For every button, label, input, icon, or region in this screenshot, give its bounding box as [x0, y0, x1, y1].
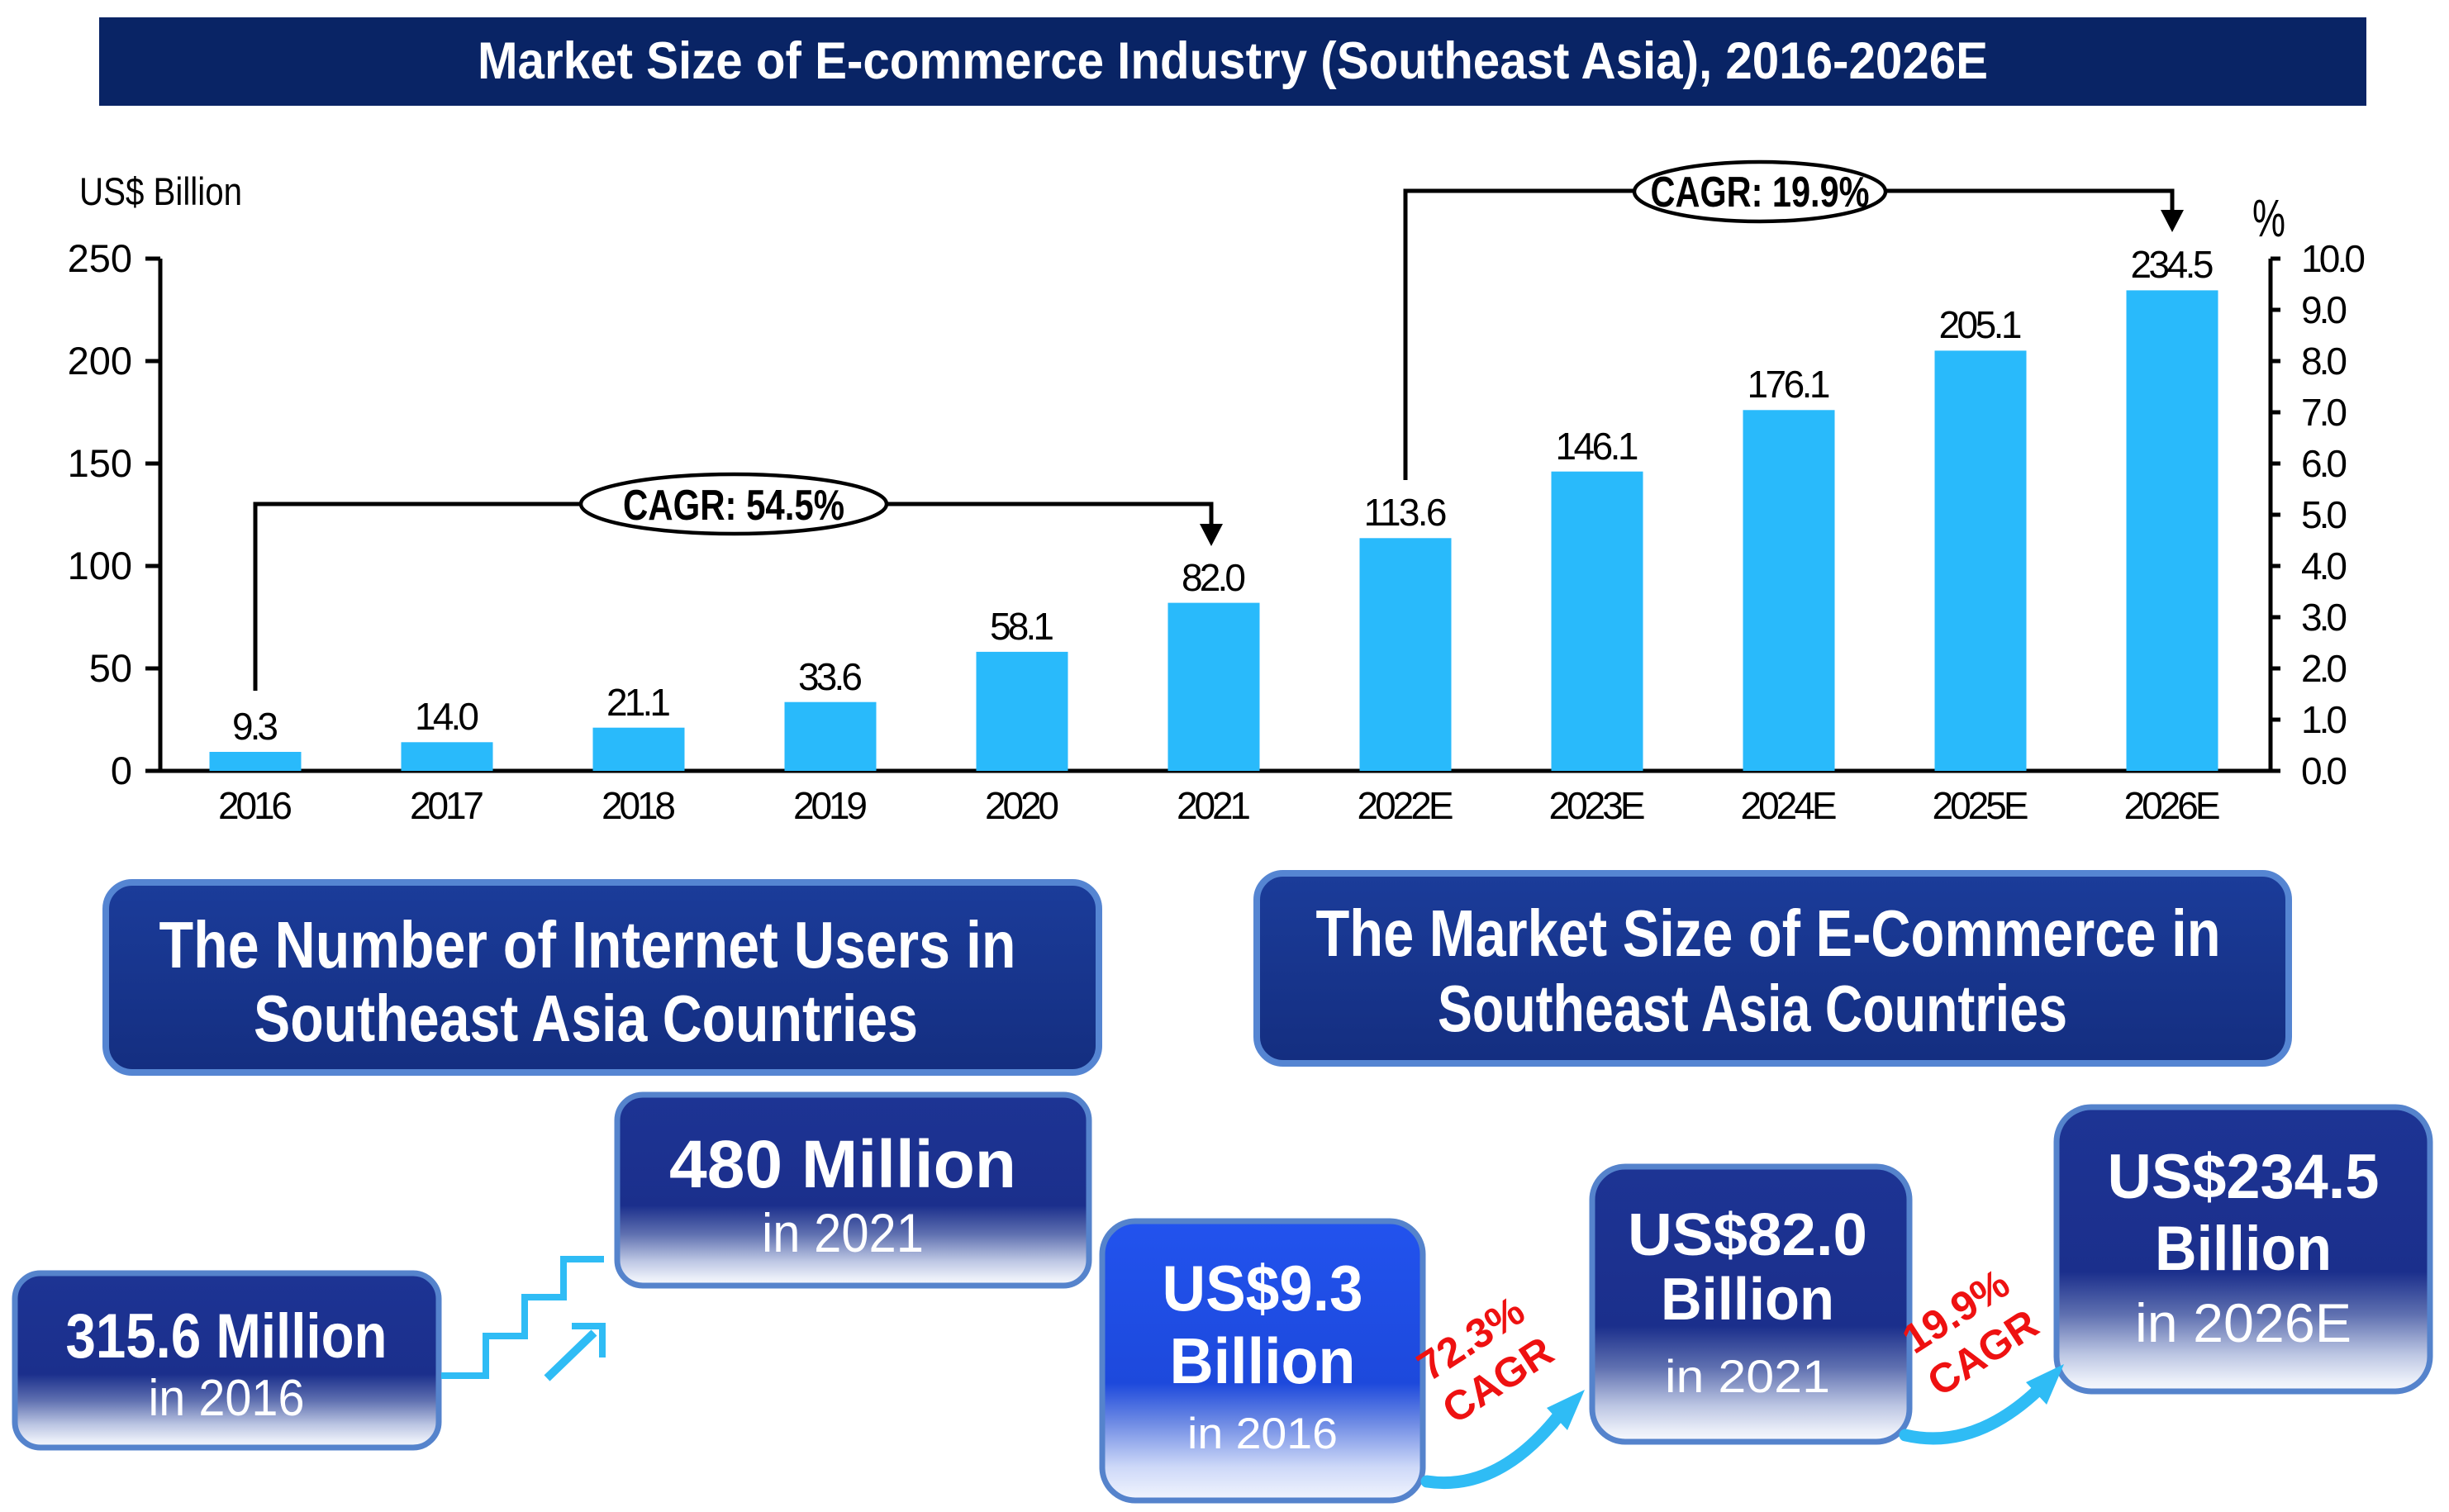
svg-text:3.0: 3.0 — [2301, 596, 2347, 639]
svg-text:250: 250 — [68, 236, 132, 280]
svg-text:Southeast Asia Countries: Southeast Asia Countries — [254, 982, 918, 1055]
svg-text:33.6: 33.6 — [798, 655, 863, 698]
svg-text:234.5: 234.5 — [2131, 243, 2214, 286]
svg-text:480 Million: 480 Million — [669, 1127, 1016, 1202]
svg-text:Market Size of E-commerce Indu: Market Size of E-commerce Industry (Sout… — [478, 32, 1988, 90]
svg-text:Billion: Billion — [1170, 1324, 1356, 1397]
svg-text:US$82.0: US$82.0 — [1628, 1202, 1867, 1268]
svg-text:in 2021: in 2021 — [1665, 1350, 1830, 1402]
svg-text:50: 50 — [89, 646, 132, 690]
svg-text:2018: 2018 — [602, 784, 676, 827]
svg-text:2023E: 2023E — [1549, 784, 1646, 827]
svg-text:6.0: 6.0 — [2301, 442, 2347, 485]
svg-text:2019: 2019 — [793, 784, 868, 827]
svg-text:CAGR: 54.5%: CAGR: 54.5% — [623, 482, 844, 530]
svg-text:Billion: Billion — [1661, 1267, 1834, 1333]
svg-text:4.0: 4.0 — [2301, 544, 2347, 587]
svg-text:5.0: 5.0 — [2301, 493, 2347, 536]
svg-text:100: 100 — [68, 544, 132, 587]
svg-text:9.3: 9.3 — [232, 705, 278, 748]
svg-text:8.0: 8.0 — [2301, 340, 2347, 383]
svg-text:82.0: 82.0 — [1182, 556, 1246, 599]
svg-text:9.0: 9.0 — [2301, 288, 2347, 331]
svg-text:10.0: 10.0 — [2301, 237, 2366, 280]
svg-text:US$ Billion: US$ Billion — [79, 169, 242, 213]
svg-text:in 2021: in 2021 — [762, 1202, 924, 1263]
svg-text:%: % — [2252, 188, 2285, 248]
svg-text:2017: 2017 — [410, 784, 484, 827]
svg-text:2025E: 2025E — [1933, 784, 2029, 827]
svg-text:Billion: Billion — [2155, 1214, 2332, 1284]
svg-text:7.0: 7.0 — [2301, 391, 2347, 434]
svg-text:200: 200 — [68, 339, 132, 383]
svg-text:CAGR: 19.9%: CAGR: 19.9% — [1651, 169, 1870, 216]
svg-text:315.6 Million: 315.6 Million — [66, 1301, 388, 1372]
svg-text:The Market Size of E-Commerce: The Market Size of E-Commerce in — [1316, 896, 2221, 970]
svg-text:in 2026E: in 2026E — [2135, 1292, 2352, 1353]
svg-text:58.1: 58.1 — [990, 605, 1054, 648]
svg-text:US$234.5: US$234.5 — [2108, 1142, 2380, 1212]
svg-text:Southeast Asia Countries: Southeast Asia Countries — [1438, 972, 2067, 1045]
svg-text:1.0: 1.0 — [2301, 698, 2347, 741]
svg-text:0: 0 — [111, 749, 132, 792]
svg-text:The Number of Internet Users i: The Number of Internet Users in — [159, 908, 1016, 982]
svg-text:0.0: 0.0 — [2301, 749, 2347, 792]
svg-text:14.0: 14.0 — [415, 695, 479, 738]
svg-text:2026E: 2026E — [2124, 784, 2221, 827]
svg-text:2021: 2021 — [1177, 784, 1251, 827]
svg-text:113.6: 113.6 — [1364, 491, 1448, 534]
svg-text:2022E: 2022E — [1358, 784, 1454, 827]
svg-text:150: 150 — [68, 441, 132, 485]
svg-text:US$9.3: US$9.3 — [1163, 1252, 1363, 1324]
svg-text:in 2016: in 2016 — [149, 1370, 305, 1427]
svg-text:in 2016: in 2016 — [1187, 1410, 1338, 1458]
svg-text:205.1: 205.1 — [1939, 303, 2023, 346]
svg-text:2024E: 2024E — [1741, 784, 1838, 827]
svg-text:146.1: 146.1 — [1556, 425, 1639, 468]
svg-text:176.1: 176.1 — [1748, 363, 1831, 406]
svg-text:2020: 2020 — [985, 784, 1059, 827]
svg-text:21.1: 21.1 — [606, 681, 671, 724]
svg-text:2.0: 2.0 — [2301, 647, 2347, 690]
svg-text:2016: 2016 — [218, 784, 292, 827]
